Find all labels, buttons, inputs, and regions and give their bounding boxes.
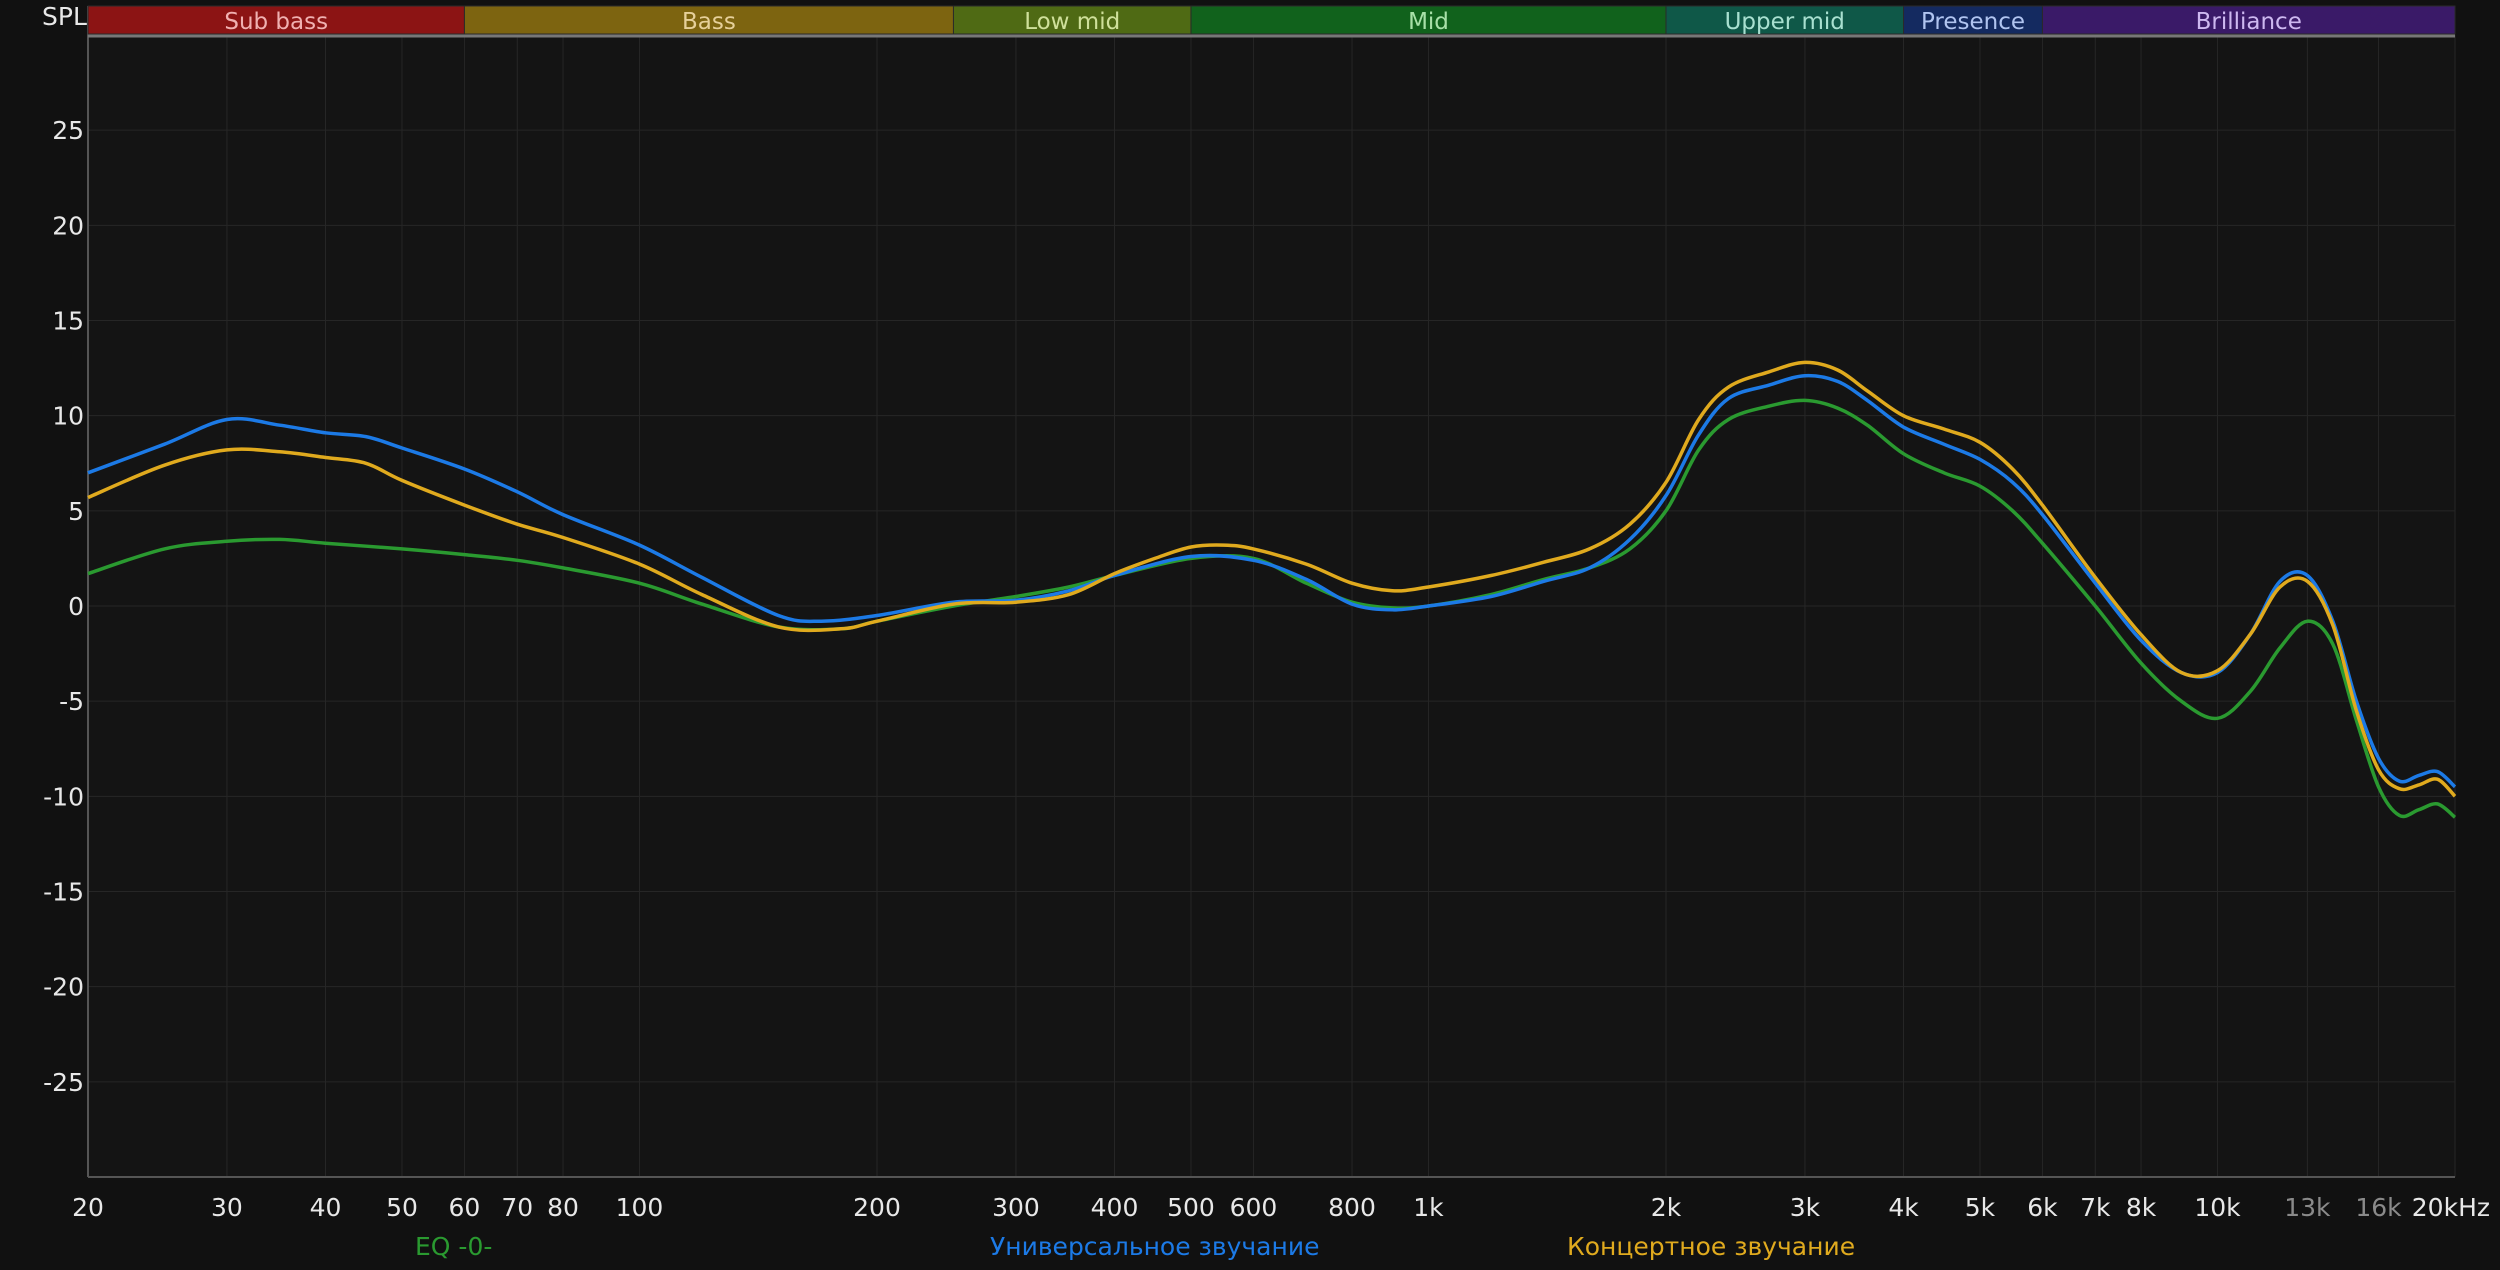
- x-tick-label: 50: [386, 1193, 418, 1222]
- x-tick-label: 7k: [2080, 1193, 2111, 1222]
- x-tick-label: 300: [992, 1193, 1040, 1222]
- x-tick-label: 3k: [1790, 1193, 1821, 1222]
- y-tick-label: -15: [43, 878, 84, 907]
- y-tick-label: 10: [52, 402, 84, 431]
- band-label: Upper mid: [1725, 9, 1845, 35]
- x-tick-label: 8k: [2126, 1193, 2157, 1222]
- x-tick-label: 16k: [2355, 1193, 2402, 1222]
- x-tick-label: 13k: [2284, 1193, 2331, 1222]
- y-tick-label: 25: [52, 116, 84, 145]
- x-tick-label: 6k: [2027, 1193, 2058, 1222]
- x-tick-label: 70: [501, 1193, 533, 1222]
- series-line: [87, 398, 2457, 819]
- y-tick-label: -5: [59, 687, 84, 716]
- y-tick-label: -25: [43, 1068, 84, 1097]
- y-axis: 25 20 15 10 5 0 -5 -10 -15 -20 -25: [43, 116, 84, 1097]
- x-tick-label: 200: [853, 1193, 901, 1222]
- y-tick-label: 5: [68, 497, 84, 526]
- x-tick-label: 2k: [1651, 1193, 1682, 1222]
- legend-entry[interactable]: EQ -0-: [415, 1232, 493, 1261]
- band-label: Bass: [682, 9, 736, 35]
- x-tick-label: 400: [1091, 1193, 1139, 1222]
- band-label: Low mid: [1024, 9, 1120, 35]
- band-segment: [1903, 5, 2043, 35]
- band-segment: [2041, 5, 2456, 35]
- x-tick-label: 40: [310, 1193, 342, 1222]
- x-tick-label: 4k: [1888, 1193, 1919, 1222]
- x-tick-label: 800: [1328, 1193, 1376, 1222]
- band-label: Brilliance: [2196, 9, 2302, 35]
- x-tick-label: 500: [1167, 1193, 1215, 1222]
- y-tick-label: -20: [43, 973, 84, 1002]
- x-tick-label: 20: [72, 1193, 104, 1222]
- x-tick-label: 1k: [1413, 1193, 1444, 1222]
- x-tick-label: 20kHz: [2412, 1193, 2490, 1222]
- legend-entry[interactable]: Концертное звучание: [1567, 1232, 1856, 1261]
- y-tick-label: -10: [43, 782, 84, 811]
- y-tick-label: 15: [52, 307, 84, 336]
- y-tick-label: 20: [52, 211, 84, 240]
- band-segment: [1190, 5, 1667, 35]
- band-label: Presence: [1921, 9, 2025, 35]
- frequency-bands: Sub bass Bass Low mid Mid Upper mid Presence B…: [87, 5, 2456, 38]
- band-label: Sub bass: [224, 9, 328, 35]
- x-axis: 20 30 40 50 60 70 80 100 200 300 400 500 600 800 1k 2k 3…: [72, 1193, 2490, 1222]
- series-lines: [87, 360, 2457, 819]
- x-tick-label: 30: [211, 1193, 243, 1222]
- x-tick-label: 100: [616, 1193, 664, 1222]
- x-tick-label: 60: [449, 1193, 481, 1222]
- x-tick-label: 80: [547, 1193, 579, 1222]
- series-line: [87, 360, 2457, 798]
- x-tick-label: 10k: [2194, 1193, 2241, 1222]
- band-label: Mid: [1408, 9, 1449, 35]
- x-tick-label: 5k: [1965, 1193, 1996, 1222]
- band-segment: [463, 5, 954, 35]
- legend-entry[interactable]: Универсальное звучание: [990, 1232, 1320, 1261]
- y-tick-label: 0: [68, 592, 84, 621]
- y-axis-label: SPL: [42, 2, 87, 31]
- x-tick-label: 600: [1230, 1193, 1278, 1222]
